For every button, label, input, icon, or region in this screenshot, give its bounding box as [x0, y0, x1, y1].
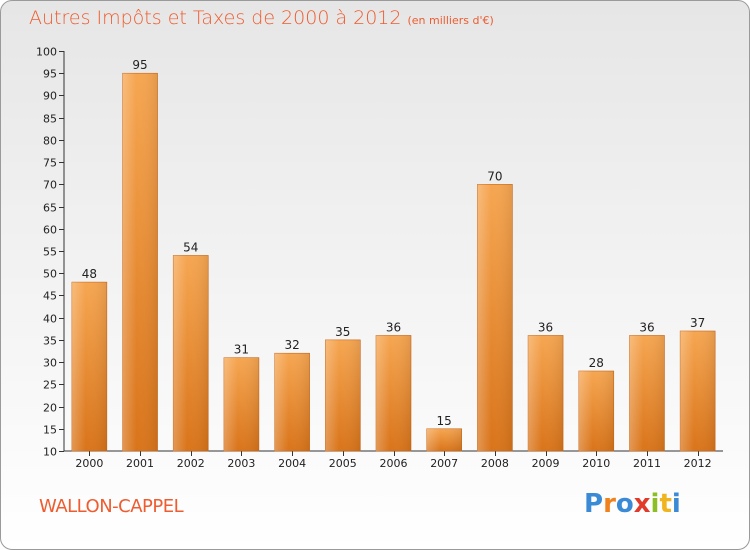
bar-value-label: 36 — [639, 320, 654, 334]
y-tick-label: 40 — [43, 313, 57, 326]
chart-title: Autres Impôts et Taxes de 2000 à 2012 — [29, 7, 402, 29]
y-tick-label: 65 — [43, 202, 57, 215]
x-tick-label: 2008 — [481, 457, 509, 470]
bar-shine — [629, 335, 665, 451]
logo-letter: x — [633, 489, 651, 519]
y-tick-label: 60 — [43, 224, 57, 237]
x-tick-label: 2011 — [633, 457, 661, 470]
bar-shine — [223, 357, 259, 451]
x-tick-label: 2009 — [532, 457, 560, 470]
bar-shine — [426, 428, 462, 451]
y-tick-label: 10 — [43, 446, 57, 459]
logo-letter: t — [659, 489, 672, 519]
logo-letter: i — [671, 489, 681, 519]
x-tick-label: 2002 — [177, 457, 205, 470]
bar-value-label: 95 — [132, 58, 147, 72]
logo-letter: r — [603, 489, 616, 519]
bar-layer: 48 95 54 31 32 35 36 15 70 36 28 36 37 — [71, 58, 716, 452]
chart-title-block: Autres Impôts et Taxes de 2000 à 2012 (en… — [29, 7, 494, 29]
y-tick-label: 45 — [43, 290, 57, 303]
logo-letter: i — [650, 489, 660, 519]
y-tick-label: 50 — [43, 268, 57, 281]
x-tick-label: 2012 — [684, 457, 712, 470]
bar-shine — [578, 371, 614, 451]
bar-value-label: 31 — [234, 343, 249, 357]
bar-value-label: 35 — [335, 325, 350, 339]
bar-value-label: 15 — [437, 414, 452, 428]
logo-letter: o — [615, 489, 634, 519]
x-tick-label: 2000 — [75, 457, 103, 470]
bar-value-label: 54 — [183, 240, 198, 254]
chart-unit-note: (en milliers d'€) — [407, 14, 494, 27]
proxiti-logo: Proxiti — [584, 489, 681, 519]
y-tick-label: 90 — [43, 90, 57, 103]
x-tick-label: 2006 — [380, 457, 408, 470]
y-tick-label: 15 — [43, 424, 57, 437]
bar-value-label: 36 — [538, 320, 553, 334]
location-name: WALLON-CAPPEL — [39, 496, 184, 517]
y-tick-label: 80 — [43, 135, 57, 148]
bar-shine — [477, 184, 513, 452]
bar-value-label: 37 — [690, 316, 705, 330]
bar-shine — [325, 339, 361, 451]
bar-shine — [376, 335, 411, 451]
bar-shine — [274, 353, 310, 451]
y-tick-label: 55 — [43, 246, 57, 259]
logo-letter: P — [584, 489, 604, 519]
x-tick-label: 2005 — [329, 457, 357, 470]
bar-shine — [71, 282, 107, 451]
y-tick-label: 75 — [43, 157, 57, 170]
x-tick-label: 2007 — [430, 457, 458, 470]
y-tick-label: 30 — [43, 357, 57, 370]
x-tick-label: 2004 — [278, 457, 306, 470]
bar-value-label: 70 — [487, 169, 502, 183]
bar-value-label: 32 — [284, 338, 299, 352]
bar-shine — [122, 73, 158, 451]
y-tick-label: 35 — [43, 335, 57, 348]
y-tick-label: 100 — [36, 46, 57, 59]
bar-value-label: 28 — [589, 356, 604, 370]
x-tick-label: 2001 — [126, 457, 154, 470]
y-tick-label: 85 — [43, 113, 57, 126]
y-tick-label: 25 — [43, 379, 57, 392]
bar-shine — [173, 255, 209, 451]
y-tick-label: 95 — [43, 68, 57, 81]
bar-value-label: 48 — [82, 267, 97, 281]
bar-shine — [680, 331, 716, 451]
y-tick-label: 20 — [43, 402, 57, 415]
bar-value-label: 36 — [386, 320, 401, 334]
y-tick-label: 70 — [43, 179, 57, 192]
bar-shine — [528, 335, 564, 451]
x-tick-label: 2003 — [227, 457, 255, 470]
x-tick-label: 2010 — [582, 457, 610, 470]
